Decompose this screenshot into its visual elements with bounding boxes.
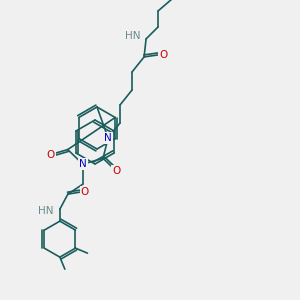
Text: O: O — [81, 187, 89, 197]
Text: O: O — [112, 166, 120, 176]
Text: N: N — [79, 159, 87, 169]
Text: HN: HN — [124, 31, 140, 41]
Text: N: N — [104, 133, 112, 143]
Text: O: O — [159, 50, 167, 60]
Text: HN: HN — [38, 206, 54, 216]
Text: O: O — [46, 150, 55, 160]
